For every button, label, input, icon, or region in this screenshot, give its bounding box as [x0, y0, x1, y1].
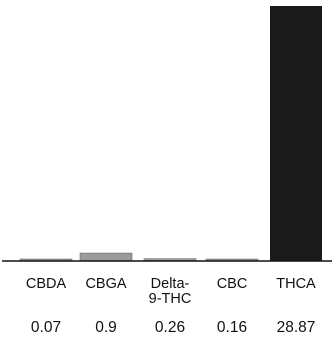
category-label: CBC — [217, 276, 248, 292]
value-label: 0.9 — [95, 319, 117, 336]
value-label: 0.16 — [217, 319, 247, 336]
category-label: Delta-9-THC — [149, 276, 192, 307]
bars-group — [19, 6, 322, 262]
bar-thca — [270, 6, 322, 261]
category-label: THCA — [276, 276, 316, 292]
value-label: 0.26 — [155, 319, 185, 336]
value-label: 28.87 — [277, 319, 316, 336]
category-label: CBGA — [85, 276, 126, 292]
value-labels: 0.07 0.9 0.26 0.16 28.87 — [31, 319, 315, 336]
bar-cbga — [79, 252, 133, 262]
category-label: CBDA — [26, 276, 67, 292]
category-labels: CBDA CBGA Delta-9-THC CBC THCA — [26, 276, 316, 307]
value-label: 0.07 — [31, 319, 61, 336]
